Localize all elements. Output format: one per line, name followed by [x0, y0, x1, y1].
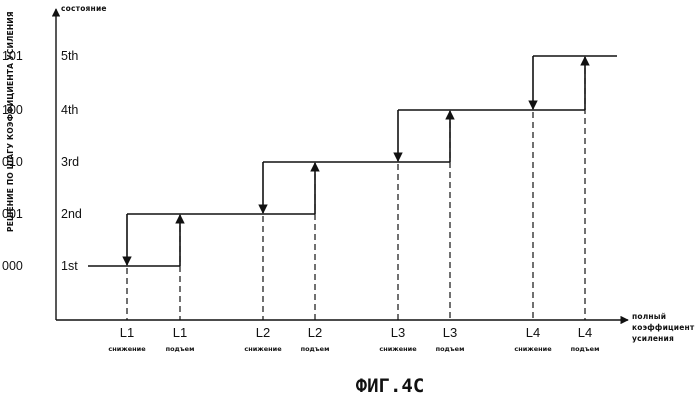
- y-axis-caption: состояние: [61, 4, 107, 13]
- x-axis-caption-line-3: усиления: [632, 334, 674, 343]
- threshold-label: L2: [256, 325, 270, 340]
- x-axis-caption: полный коэффициент усиления: [632, 312, 697, 343]
- threshold-label: L1: [173, 325, 187, 340]
- threshold-sublabel-up: подъем: [571, 345, 600, 353]
- level-state-3rd: 3rd: [61, 155, 79, 169]
- threshold-sublabel-down: снижение: [514, 345, 552, 353]
- level-code-001: 001: [2, 207, 23, 221]
- hysteresis-steps: [88, 56, 617, 266]
- threshold-sublabel-up: подъем: [301, 345, 330, 353]
- level-code-100: 100: [2, 103, 23, 117]
- level-state-5th: 5th: [61, 49, 78, 63]
- threshold-markers: L1 снижение L1 подъем L2 снижение L2 подъем L3 сн…: [108, 58, 599, 353]
- level-code-101: 101: [2, 49, 23, 63]
- threshold-label: L3: [443, 325, 457, 340]
- threshold-label: L2: [308, 325, 322, 340]
- x-axis-caption-line-1: полный: [632, 312, 666, 321]
- threshold-label: L4: [526, 325, 540, 340]
- level-state-2nd: 2nd: [61, 207, 82, 221]
- x-axis-caption-line-2: коэффициент: [632, 323, 695, 332]
- level-state-1st: 1st: [61, 259, 78, 273]
- y-axis-side-caption: РЕШЕНИЕ ПО ШАГУ КОЭФФИЦИЕНТА УСИЛЕНИЯ: [6, 11, 15, 232]
- threshold-label: L3: [391, 325, 405, 340]
- level-code-010: 010: [2, 155, 23, 169]
- level-code-000: 000: [2, 259, 23, 273]
- threshold-sublabel-up: подъем: [436, 345, 465, 353]
- threshold-label: L4: [578, 325, 592, 340]
- threshold-label: L1: [120, 325, 134, 340]
- level-state-4th: 4th: [61, 103, 78, 117]
- figure-caption: ФИГ.4С: [356, 375, 425, 397]
- threshold-sublabel-down: снижение: [379, 345, 417, 353]
- threshold-sublabel-down: снижение: [244, 345, 282, 353]
- threshold-sublabel-down: снижение: [108, 345, 146, 353]
- threshold-sublabel-up: подъем: [166, 345, 195, 353]
